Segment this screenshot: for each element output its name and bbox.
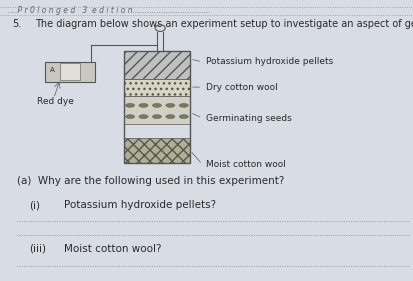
Text: ....P r 0 l o n g e d   3  e d i t i o n.................................: ....P r 0 l o n g e d 3 e d i t i o n...… (8, 6, 211, 15)
Text: Potassium hydroxide pellets: Potassium hydroxide pellets (206, 57, 334, 66)
Text: Red dye: Red dye (37, 97, 74, 106)
Text: A: A (50, 67, 55, 73)
Text: Moist cotton wool?: Moist cotton wool? (64, 244, 161, 254)
Bar (45, 62, 95, 81)
Text: Moist cotton wool: Moist cotton wool (206, 160, 286, 169)
Ellipse shape (179, 115, 188, 119)
Text: Potassium hydroxide pellets?: Potassium hydroxide pellets? (64, 200, 216, 210)
Bar (124, 138, 190, 163)
Ellipse shape (166, 115, 175, 119)
Ellipse shape (126, 103, 135, 107)
Bar (124, 79, 190, 96)
Ellipse shape (152, 115, 161, 119)
Text: Dry cotton wool: Dry cotton wool (206, 83, 278, 92)
Text: (a)  Why are the following used in this experiment?: (a) Why are the following used in this e… (17, 176, 284, 186)
Text: (i): (i) (29, 200, 40, 210)
Text: Germinating seeds: Germinating seeds (206, 114, 292, 123)
Text: The diagram below shows an experiment setup to investigate an aspect of germinat: The diagram below shows an experiment se… (35, 19, 413, 29)
Ellipse shape (166, 103, 175, 107)
Ellipse shape (139, 115, 148, 119)
Text: 5.: 5. (12, 19, 21, 29)
Bar (124, 51, 190, 163)
Ellipse shape (152, 103, 161, 107)
Text: (iii): (iii) (29, 244, 46, 254)
Ellipse shape (179, 103, 188, 107)
Bar (124, 51, 190, 79)
Bar (124, 96, 190, 124)
Ellipse shape (126, 115, 135, 119)
Bar (60, 63, 80, 80)
Ellipse shape (139, 103, 148, 107)
